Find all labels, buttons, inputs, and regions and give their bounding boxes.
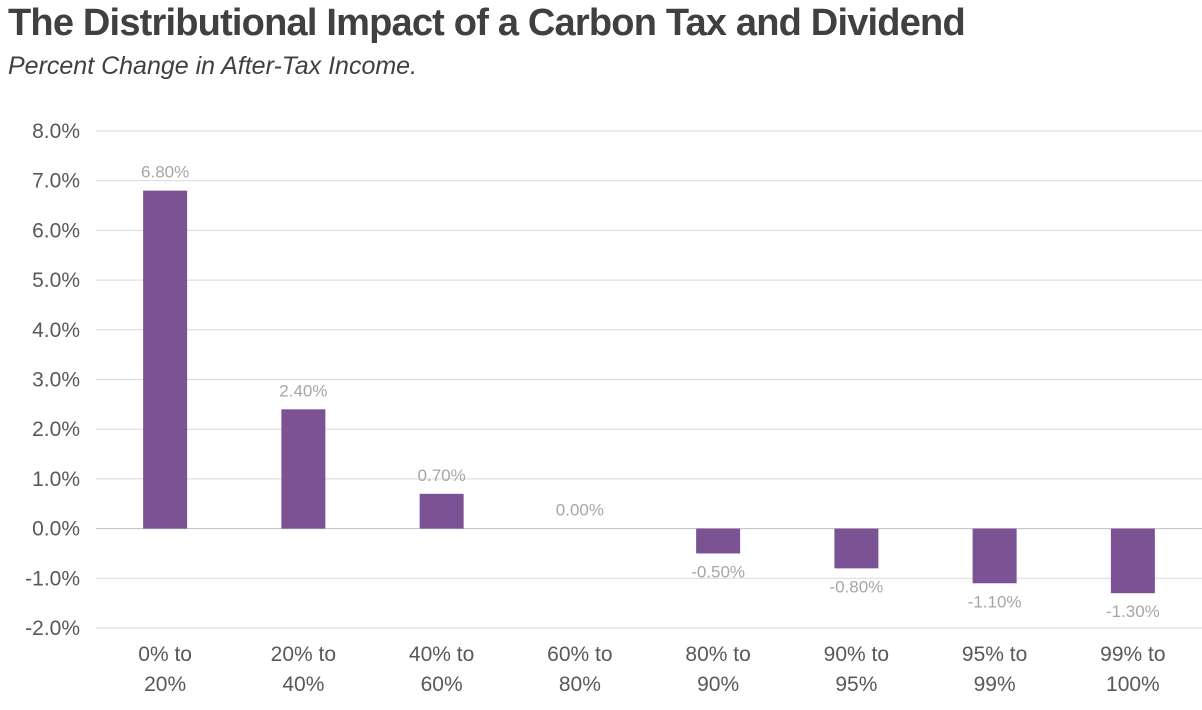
y-tick-label: -1.0%	[25, 567, 80, 590]
bar	[143, 190, 188, 529]
chart-subtitle: Percent Change in After-Tax Income.	[8, 52, 418, 80]
y-tick-label: 3.0%	[32, 369, 80, 392]
data-label: 6.80%	[141, 163, 189, 182]
x-category-label: 95% to	[962, 643, 1027, 666]
x-axis-category-labels: 0% to 20% 20% to 40% 40% to 60% 60% to 80% 80% t…	[138, 643, 1165, 696]
gridlines	[96, 130, 1202, 629]
bar	[281, 409, 326, 529]
x-category-label: 20% to	[271, 643, 336, 666]
x-category-label: 60%	[421, 673, 463, 696]
data-label: -1.30%	[1106, 602, 1160, 621]
bar	[1110, 528, 1155, 594]
x-category-label: 40%	[282, 673, 324, 696]
x-category-label: 80% to	[685, 643, 750, 666]
y-tick-label: 7.0%	[32, 170, 80, 193]
data-label: -1.10%	[968, 592, 1022, 611]
y-axis-tick-labels: -2.0% -1.0% 0.0% 1.0% 2.0% 3.0% 4.0% 5.0% 6.0% 7.…	[25, 120, 80, 640]
x-category-label: 40% to	[409, 643, 474, 666]
data-label: -0.50%	[691, 562, 745, 581]
y-tick-label: -2.0%	[25, 617, 80, 640]
data-labels: 6.80% 2.40% 0.70% 0.00% -0.50% -0.80% -1.10% -1…	[141, 163, 1160, 622]
data-label: 2.40%	[279, 381, 327, 400]
bars	[143, 190, 1155, 594]
x-category-label: 80%	[559, 673, 601, 696]
y-tick-label: 2.0%	[32, 418, 80, 441]
x-category-label: 95%	[835, 673, 877, 696]
y-tick-label: 1.0%	[32, 468, 80, 491]
x-category-label: 99% to	[1100, 643, 1165, 666]
bar	[696, 528, 741, 554]
x-category-label: 90% to	[824, 643, 889, 666]
bar	[419, 493, 464, 529]
x-category-label: 0% to	[138, 643, 192, 666]
bar	[972, 528, 1017, 584]
y-tick-label: 4.0%	[32, 319, 80, 342]
data-label: -0.80%	[829, 577, 883, 596]
data-label: 0.00%	[556, 501, 604, 520]
x-category-label: 90%	[697, 673, 739, 696]
chart-title: The Distributional Impact of a Carbon Ta…	[8, 2, 966, 44]
data-label: 0.70%	[418, 466, 466, 485]
y-tick-label: 0.0%	[32, 518, 80, 541]
y-tick-label: 5.0%	[32, 269, 80, 292]
x-category-label: 99%	[974, 673, 1016, 696]
x-category-label: 60% to	[547, 643, 612, 666]
y-tick-label: 8.0%	[32, 120, 80, 143]
x-category-label: 20%	[144, 673, 186, 696]
y-tick-label: 6.0%	[32, 219, 80, 242]
x-category-label: 100%	[1106, 673, 1160, 696]
bar	[834, 528, 879, 569]
